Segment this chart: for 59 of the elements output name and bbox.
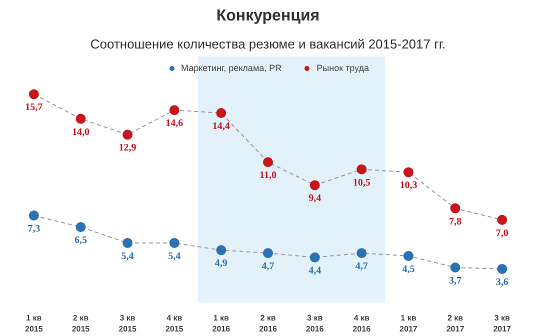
data-label: 9,4 — [308, 193, 322, 204]
legend-label: Маркетинг, реклама, PR — [180, 63, 282, 73]
point — [169, 238, 180, 248]
data-label: 5,4 — [121, 250, 134, 262]
point — [310, 180, 320, 190]
point — [76, 222, 86, 232]
x-tick-label: 3 кв 2016 — [306, 314, 324, 334]
chart-title: Конкуренция — [216, 8, 320, 24]
data-label: 3,6 — [496, 276, 508, 288]
data-label: 4,7 — [262, 261, 274, 272]
point — [310, 252, 320, 262]
data-label: 14,0 — [72, 126, 90, 138]
data-label: 15,7 — [25, 102, 43, 114]
x-tick-label: 2 кв 2015 — [72, 314, 90, 334]
data-label: 7,0 — [496, 228, 508, 239]
point — [497, 214, 508, 225]
data-label: 4,4 — [308, 265, 322, 276]
point — [403, 250, 414, 261]
x-tick-label: 1 кв 2016 — [212, 314, 231, 334]
x-tick-label: 2 кв 2016 — [259, 314, 278, 334]
data-label: 4,5 — [402, 264, 415, 275]
x-tick-label: 4 кв 2016 — [352, 314, 372, 334]
data-label: 12,9 — [118, 142, 136, 154]
point — [122, 238, 133, 248]
chart-subtitle: Соотношение количества резюме и вакансий 2015-2017 гг. — [90, 36, 446, 52]
data-label: 14,4 — [212, 121, 230, 132]
x-tick-label: 1 кв 2015 — [25, 314, 44, 334]
point — [450, 203, 460, 214]
x-tick-label: 1 кв 2017 — [400, 314, 418, 334]
point — [450, 262, 460, 272]
data-label: 7,8 — [449, 216, 462, 228]
point — [263, 157, 273, 168]
point — [403, 167, 414, 178]
legend-label: Рынок труда — [316, 63, 370, 73]
point — [356, 164, 367, 174]
point — [356, 248, 367, 258]
data-label: 3,7 — [449, 276, 462, 287]
point — [122, 130, 133, 140]
data-label: 4,9 — [214, 258, 228, 270]
point — [497, 264, 508, 274]
point — [28, 210, 39, 221]
data-label: 4,7 — [355, 261, 368, 272]
point — [76, 114, 86, 124]
data-label: 5,4 — [168, 250, 181, 262]
x-tick-label: 4 кв 2015 — [165, 314, 184, 334]
data-label: 7,3 — [28, 224, 40, 235]
point — [28, 89, 39, 100]
point — [169, 105, 180, 116]
data-label: 11,0 — [260, 170, 276, 182]
x-tick-label: 3 кв 2015 — [118, 314, 137, 334]
data-label: 10,3 — [400, 180, 418, 192]
data-label: 14,6 — [166, 118, 184, 130]
point — [216, 245, 226, 256]
x-tick-label: 2 кв 2017 — [446, 314, 465, 334]
x-tick-label: 3 кв 2017 — [493, 314, 512, 334]
point — [263, 248, 273, 258]
data-label: 6,5 — [74, 235, 87, 246]
data-label: 10,5 — [352, 177, 370, 188]
point — [216, 108, 226, 118]
